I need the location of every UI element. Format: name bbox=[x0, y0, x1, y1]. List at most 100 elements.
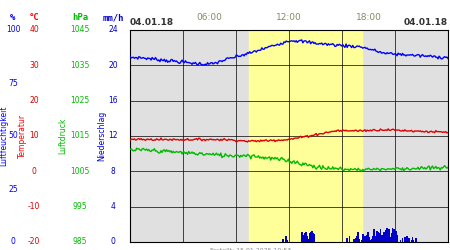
Bar bbox=[306, 236, 308, 242]
Bar bbox=[376, 231, 378, 242]
Bar bbox=[395, 231, 397, 242]
Bar bbox=[390, 237, 391, 242]
Text: 1025: 1025 bbox=[70, 96, 90, 105]
Bar bbox=[402, 238, 403, 242]
Text: 0: 0 bbox=[111, 238, 116, 246]
Text: 16: 16 bbox=[108, 96, 118, 105]
Bar bbox=[371, 239, 373, 242]
Bar bbox=[400, 240, 401, 242]
Text: 4: 4 bbox=[111, 202, 116, 211]
Text: 995: 995 bbox=[73, 202, 87, 211]
Text: 1015: 1015 bbox=[70, 132, 90, 140]
Text: 40: 40 bbox=[29, 26, 39, 35]
Text: Luftdruck: Luftdruck bbox=[58, 118, 68, 154]
Text: 12:00: 12:00 bbox=[276, 13, 302, 22]
Text: 18:00: 18:00 bbox=[356, 13, 382, 22]
Text: 20: 20 bbox=[108, 61, 118, 70]
Text: mm/h: mm/h bbox=[102, 14, 124, 22]
Bar bbox=[378, 233, 380, 242]
Bar bbox=[355, 238, 357, 242]
Bar bbox=[301, 232, 302, 242]
Text: 50: 50 bbox=[8, 132, 18, 140]
Text: 75: 75 bbox=[8, 78, 18, 88]
Bar bbox=[378, 232, 379, 242]
Bar bbox=[312, 233, 314, 242]
Bar bbox=[311, 231, 313, 242]
Bar bbox=[387, 229, 389, 242]
Text: 0: 0 bbox=[10, 238, 15, 246]
Bar bbox=[391, 233, 392, 242]
Bar bbox=[304, 233, 306, 242]
Bar bbox=[405, 237, 407, 242]
Bar bbox=[302, 236, 304, 242]
Bar bbox=[386, 228, 388, 242]
Bar bbox=[384, 236, 386, 242]
Text: 04.01.18: 04.01.18 bbox=[404, 18, 448, 27]
Bar bbox=[357, 232, 359, 242]
Text: 8: 8 bbox=[111, 167, 115, 176]
Bar bbox=[313, 234, 315, 242]
Text: 985: 985 bbox=[73, 238, 87, 246]
Text: -20: -20 bbox=[28, 238, 40, 246]
Bar bbox=[394, 232, 396, 242]
Text: hPa: hPa bbox=[72, 14, 88, 22]
Bar bbox=[359, 240, 360, 242]
Text: -10: -10 bbox=[28, 202, 40, 211]
Bar bbox=[404, 237, 405, 242]
Text: Niederschlag: Niederschlag bbox=[98, 111, 107, 161]
Text: Luftfeuchtigkeit: Luftfeuchtigkeit bbox=[0, 106, 9, 166]
Text: 25: 25 bbox=[8, 184, 18, 194]
Bar bbox=[369, 237, 370, 242]
Bar bbox=[309, 233, 310, 242]
Bar bbox=[412, 237, 414, 242]
Bar bbox=[285, 236, 287, 242]
Bar bbox=[380, 229, 381, 242]
Bar bbox=[349, 236, 350, 242]
Bar bbox=[249, 30, 362, 242]
Text: 0: 0 bbox=[32, 167, 36, 176]
Bar bbox=[353, 238, 355, 242]
Bar bbox=[367, 232, 369, 242]
Bar bbox=[410, 240, 412, 242]
Text: 1045: 1045 bbox=[70, 26, 90, 35]
Bar bbox=[374, 237, 376, 242]
Bar bbox=[385, 230, 387, 242]
Bar bbox=[307, 239, 309, 242]
Bar bbox=[369, 240, 371, 242]
Bar bbox=[282, 238, 284, 242]
Bar bbox=[382, 236, 383, 242]
Bar bbox=[388, 228, 390, 242]
Text: °C: °C bbox=[29, 14, 40, 22]
Text: 30: 30 bbox=[29, 61, 39, 70]
Bar bbox=[393, 229, 395, 242]
Bar bbox=[373, 229, 374, 242]
Text: %: % bbox=[10, 14, 16, 22]
Text: 1035: 1035 bbox=[70, 61, 90, 70]
Bar bbox=[406, 236, 408, 242]
Bar bbox=[409, 238, 410, 242]
Text: Erstellt: 15.01.2025 10:53: Erstellt: 15.01.2025 10:53 bbox=[210, 248, 291, 250]
Bar bbox=[362, 234, 364, 242]
Bar bbox=[375, 236, 377, 242]
Bar bbox=[383, 232, 385, 242]
Bar bbox=[364, 236, 366, 242]
Text: 04.01.18: 04.01.18 bbox=[130, 18, 174, 27]
Bar bbox=[396, 235, 398, 242]
Text: 100: 100 bbox=[6, 26, 20, 35]
Bar bbox=[366, 234, 368, 242]
Bar bbox=[392, 228, 393, 242]
Bar bbox=[303, 238, 305, 242]
Bar bbox=[287, 240, 288, 242]
Text: 1005: 1005 bbox=[70, 167, 90, 176]
Text: 12: 12 bbox=[108, 132, 118, 140]
Bar bbox=[415, 238, 417, 242]
Bar bbox=[346, 238, 348, 242]
Bar bbox=[356, 236, 358, 242]
Text: 24: 24 bbox=[108, 26, 118, 35]
Text: 06:00: 06:00 bbox=[197, 13, 222, 22]
Text: 20: 20 bbox=[29, 96, 39, 105]
Bar bbox=[361, 240, 362, 242]
Bar bbox=[381, 235, 382, 242]
Bar bbox=[306, 232, 307, 242]
Bar bbox=[413, 240, 414, 242]
